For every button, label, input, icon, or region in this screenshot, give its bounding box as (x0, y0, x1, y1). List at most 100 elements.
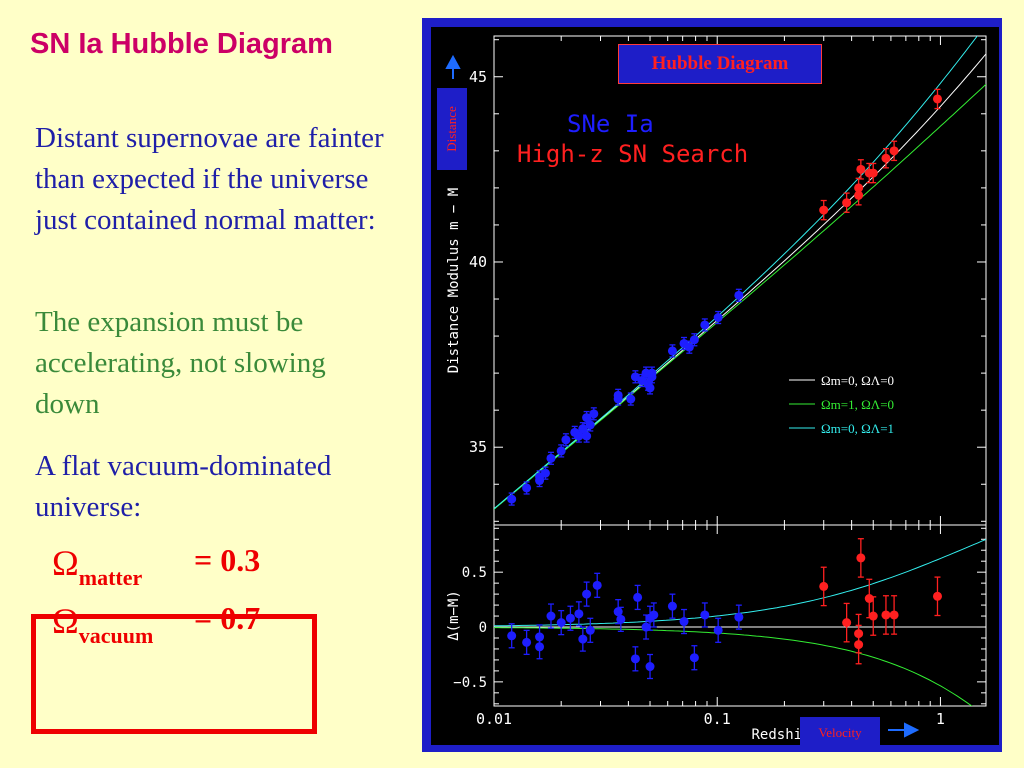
highz-sn-point-bottom (842, 618, 852, 628)
x-tick-label: 0.1 (704, 710, 731, 728)
nearby-sn-point-bottom (574, 609, 584, 619)
velocity-badge: Velocity (800, 717, 880, 749)
nearby-sn-point-top (585, 420, 595, 430)
nearby-sn-point-top (626, 394, 636, 404)
legend-high-z-search: High-z SN Search (517, 140, 748, 168)
highz-sn-point-top (932, 94, 942, 104)
bottom-panel-frame (493, 524, 987, 707)
nearby-sn-point-top (734, 290, 744, 300)
nearby-sn-point-bottom (645, 662, 655, 672)
nearby-sn-point-bottom (582, 589, 592, 599)
nearby-sn-point-top (546, 453, 556, 463)
nearby-sn-point-top (556, 446, 566, 456)
highz-sn-point-bottom (889, 610, 899, 620)
nearby-sn-point-bottom (689, 653, 699, 663)
nearby-sn-point-bottom (734, 612, 744, 622)
velocity-arrow-icon (888, 722, 920, 738)
distance-label: Distance (444, 106, 459, 152)
nearby-sn-point-top (574, 431, 584, 441)
y-tick-label-top: 35 (469, 438, 487, 456)
highz-sn-point-top (881, 153, 891, 163)
x-tick-label: 1 (936, 710, 945, 728)
model-legend-label: Ωm=0, ΩΛ=0 (821, 373, 894, 388)
omega-matter-subscript: matter (78, 565, 143, 590)
distance-arrow-icon (445, 54, 461, 79)
highz-sn-point-bottom (819, 581, 829, 591)
nearby-sn-point-bottom (667, 601, 677, 611)
highlight-box (31, 614, 317, 734)
model-curve-matter-bottom (494, 627, 973, 706)
nearby-sn-point-top (647, 368, 657, 378)
highz-sn-point-top (868, 168, 878, 178)
paragraph-faint-supernovae: Distant supernovae are fainter than expe… (35, 122, 384, 236)
nearby-sn-point-bottom (565, 613, 575, 623)
nearby-sn-point-top (582, 413, 592, 423)
model-curve-matter-top (494, 83, 986, 510)
highz-sn-point-bottom (868, 611, 878, 621)
nearby-sn-point-bottom (633, 592, 643, 602)
nearby-sn-point-bottom (522, 637, 532, 647)
model-legend-label: Ωm=1, ΩΛ=0 (821, 397, 894, 412)
y-tick-label-bottom: 0.5 (462, 565, 487, 581)
nearby-sn-point-bottom (546, 611, 556, 621)
nearby-sn-point-top (582, 431, 592, 441)
nearby-sn-point-top (535, 476, 545, 486)
nearby-sn-point-bottom (578, 634, 588, 644)
highz-sn-point-bottom (854, 640, 864, 650)
nearby-sn-point-bottom (507, 631, 517, 641)
nearby-sn-point-bottom (556, 618, 566, 628)
y-tick-label-top: 45 (469, 68, 487, 86)
nearby-sn-point-bottom (630, 654, 640, 664)
omega-matter-value: = 0.3 (194, 542, 261, 578)
y-tick-label-bottom: −0.5 (453, 675, 487, 691)
x-tick-label: 0.01 (476, 710, 512, 728)
paragraph-accelerating-expansion: The expansion must be accelerating, not … (35, 306, 326, 420)
nearby-sn-point-bottom (641, 622, 651, 632)
nearby-sn-point-top (522, 483, 532, 493)
nearby-sn-point-bottom (679, 617, 689, 627)
legend-sne-ia: SNe Ia (567, 110, 654, 138)
nearby-sn-point-bottom (649, 610, 659, 620)
nearby-sn-point-top (684, 342, 694, 352)
omega-symbol: Ω (52, 543, 79, 583)
highz-sn-point-top (889, 146, 899, 156)
nearby-sn-point-top (578, 424, 588, 434)
nearby-sn-point-top (589, 409, 599, 419)
nearby-sn-point-top (613, 390, 623, 400)
nearby-sn-point-top (540, 468, 550, 478)
nearby-sn-point-bottom (585, 625, 595, 635)
nearby-sn-point-bottom (616, 614, 626, 624)
nearby-sn-point-top (630, 372, 640, 382)
y-tick-label-top: 40 (469, 253, 487, 271)
paragraph-flat-universe: A flat vacuum-dominated universe: (35, 450, 332, 523)
y-axis-label-bottom: Δ(m−M) (446, 590, 462, 641)
nearby-sn-point-bottom (535, 642, 545, 652)
slide-title: SN Ia Hubble Diagram (30, 28, 333, 60)
hubble-diagram-badge: Hubble Diagram (618, 44, 822, 84)
nearby-sn-point-top (561, 435, 571, 445)
omega-matter-equation: Ωmatter = 0.3 (52, 542, 260, 590)
omega-symbol: Ω (52, 601, 79, 641)
nearby-sn-point-top (713, 313, 723, 323)
nearby-sn-point-top (645, 383, 655, 393)
highz-sn-point-top (819, 205, 829, 215)
y-axis-label-top: Distance Modulus m − M (446, 188, 462, 373)
nearby-sn-point-top (507, 494, 517, 504)
omega-vacuum-subscript: vacuum (78, 623, 154, 648)
highz-sn-point-top (854, 183, 864, 193)
y-tick-label-bottom: 0 (479, 620, 487, 636)
highz-sn-point-top (856, 164, 866, 174)
highz-sn-point-top (842, 198, 852, 208)
highz-sn-point-bottom (881, 610, 891, 620)
nearby-sn-point-top (689, 335, 699, 345)
highz-sn-point-bottom (864, 593, 874, 603)
nearby-sn-point-top (700, 320, 710, 330)
highz-sn-point-bottom (932, 591, 942, 601)
distance-badge: Distance (437, 88, 467, 170)
highz-sn-point-bottom (856, 553, 866, 563)
hubble-plot: 0.01 0.1 1 Redshift z 35 40 45 −0.5 0 0.5 Distance… (431, 27, 999, 745)
nearby-sn-point-bottom (713, 625, 723, 635)
model-legend-label: Ωm=0, ΩΛ=1 (821, 421, 894, 436)
nearby-sn-point-bottom (592, 580, 602, 590)
